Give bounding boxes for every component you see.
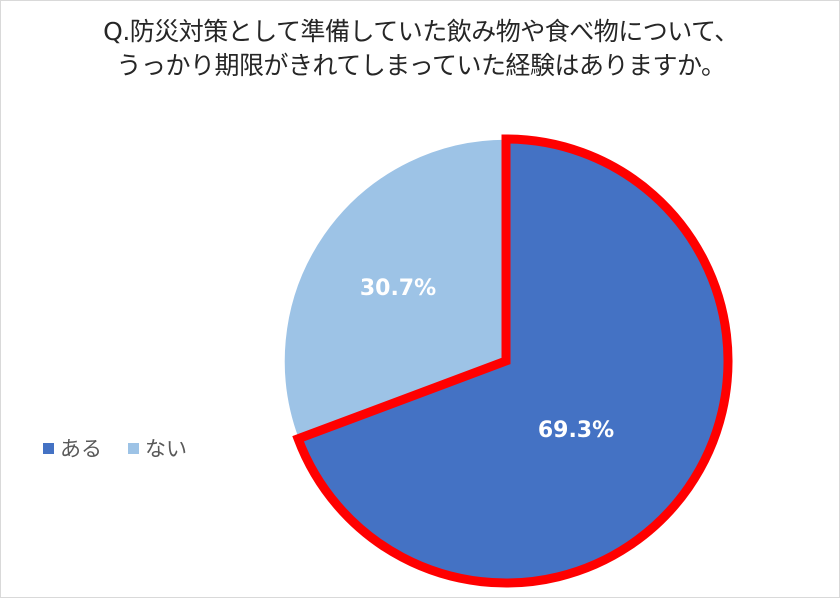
legend-swatch-aru [43,442,54,454]
legend-item-nai: ない [128,433,187,463]
legend-label-nai: ない [145,437,187,461]
legend: ある ない [43,433,213,463]
legend-label-aru: ある [60,437,102,461]
data-label-aru: 69.3% [538,418,614,443]
pie-slice-aru [292,134,733,588]
chart-title-line-2: うっかり期限がきれてしまっていた経験はありますか。 [116,51,726,80]
pie-slice-nai [283,138,507,440]
chart-title: Q.防災対策として準備していた飲み物や食べ物について、 うっかり期限がきれてしま… [1,15,840,83]
legend-item-aru: ある [43,433,102,463]
data-label-nai: 30.7% [360,276,436,301]
chart-title-line-1: Q.防災対策として準備していた飲み物や食べ物について、 [103,17,739,46]
legend-swatch-nai [128,442,139,454]
